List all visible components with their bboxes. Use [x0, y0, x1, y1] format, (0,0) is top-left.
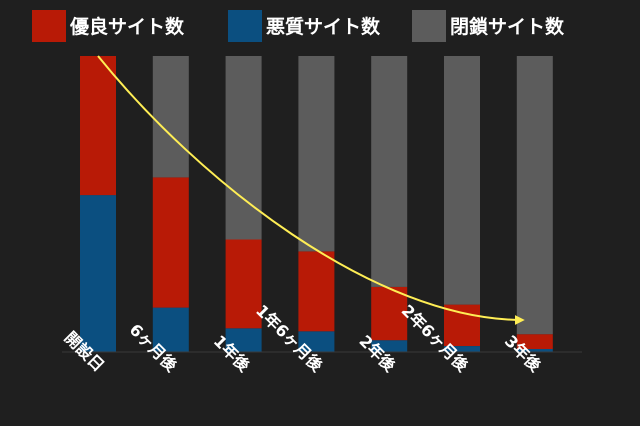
bar-segment-2-4	[298, 251, 335, 332]
bar-segment-2-5	[371, 286, 408, 341]
legend-label-1: 優良サイト数	[69, 15, 185, 38]
legend-swatch-1	[32, 10, 66, 42]
legend-label-2: 悪質サイト数	[266, 15, 381, 38]
bars	[80, 56, 553, 352]
bar-segment-2-3	[225, 239, 262, 329]
legend-label-3: 閉鎖サイト数	[450, 15, 565, 38]
trend-arrow	[97, 55, 525, 325]
bar-segment-1-4	[298, 331, 335, 352]
bar-segment-1-5	[371, 340, 408, 352]
bar-segment-1-3	[225, 328, 262, 352]
bar-segment-2-7	[516, 334, 553, 349]
bar-segment-1-1	[80, 195, 116, 352]
bar-segment-1-6	[444, 346, 480, 352]
bar-segment-3-5	[371, 56, 408, 287]
bar-segment-3-6	[444, 56, 480, 305]
legend-swatch-3	[412, 10, 446, 42]
bar-segment-3-4	[298, 56, 335, 252]
bar-segment-1-2	[152, 307, 189, 352]
bar-segment-3-2	[152, 56, 189, 178]
bar-segment-3-7	[516, 56, 553, 335]
bar-segment-2-6	[444, 304, 480, 346]
bar-segment-2-2	[152, 177, 189, 308]
bar-segment-1-7	[516, 349, 553, 352]
bar-segment-3-3	[225, 56, 262, 240]
legend-swatch-2	[228, 10, 262, 42]
bar-segment-2-1	[80, 56, 116, 196]
legend: 優良サイト数 悪質サイト数 閉鎖サイト数	[32, 10, 565, 42]
